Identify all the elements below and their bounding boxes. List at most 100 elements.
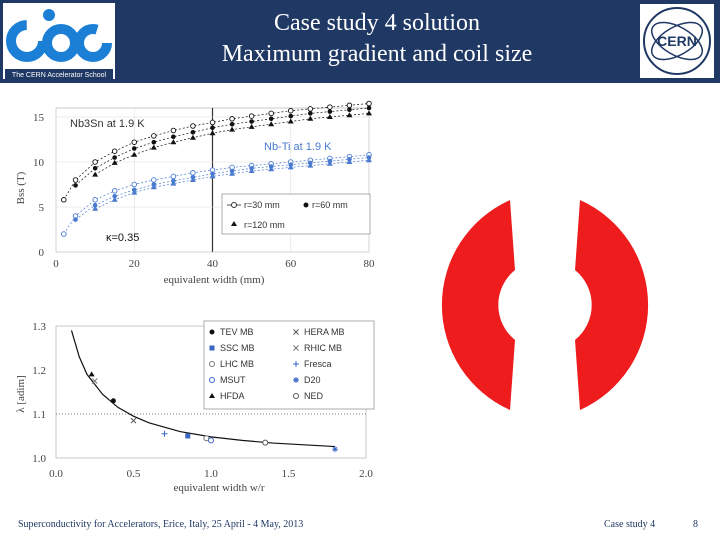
- chart2-legend-label: MSUT: [220, 375, 246, 385]
- chart2-legend-label: LHC MB: [220, 359, 254, 369]
- chart2-ytick-label: 1.0: [32, 453, 46, 465]
- chart2-point: [161, 430, 168, 437]
- footer-case-study: Case study 4: [604, 519, 656, 530]
- chart1-point: [151, 177, 157, 183]
- chart2-point: [130, 417, 137, 424]
- chart1-point: [268, 121, 275, 127]
- chart1-point: [150, 184, 157, 190]
- chart1-point: [92, 171, 99, 177]
- cern-logo: CERN: [640, 4, 714, 78]
- chart1-point: [326, 114, 333, 119]
- chart1-point: [209, 173, 216, 179]
- chart1-point: [308, 111, 313, 116]
- chart1-point: [111, 196, 118, 202]
- chart1-point: [307, 115, 314, 121]
- chart1-ytick-label: 15: [33, 112, 45, 124]
- chart1-point: [170, 139, 177, 145]
- cas-logo-mark: [6, 9, 112, 62]
- chart2-ytick-label: 1.1: [32, 409, 46, 421]
- chart2-legend-marker: [209, 377, 215, 383]
- chart1-point: [73, 217, 78, 222]
- chart2-xlabel: equivalent width w/r: [173, 482, 264, 494]
- chart2-legend-marker: [293, 377, 299, 383]
- chart1-xtick-label: 20: [129, 258, 141, 270]
- chart1-legend-r60: r=60 mm: [312, 200, 348, 210]
- chart1-xtick-label: 0: [53, 258, 59, 270]
- chart1-point: [366, 157, 372, 163]
- chart2-fit-curve: [70, 330, 336, 448]
- chart1-point: [92, 159, 98, 165]
- chart1-point: [151, 139, 157, 145]
- chart1-point: [248, 123, 255, 129]
- chart2-legend-marker: [209, 329, 215, 335]
- coil-right-shell: [575, 200, 649, 410]
- chart2-legend-marker: [293, 345, 299, 351]
- chart1-point: [92, 205, 99, 211]
- chart1-point: [190, 130, 196, 135]
- chart1-point: [111, 188, 118, 194]
- chart1-point: [229, 126, 236, 132]
- chart2-xtick-label: 0.0: [49, 468, 63, 480]
- cas-logo: cas The CERN Accelerator School: [3, 3, 115, 79]
- chart2-point: [332, 446, 338, 453]
- chart1-series-line: [75, 107, 370, 186]
- chart1-point: [189, 177, 196, 182]
- chart2-xtick-label: 1.5: [282, 468, 296, 480]
- chart2-legend: TEV MB HERA MB SSC MB RHIC MB LHC MB Fresca MS…: [203, 320, 375, 410]
- footer-conference: Superconductivity for Accelerators, Eric…: [18, 519, 304, 530]
- lambda-chart: 0.0 0.5 1.0 1.5 2.0 1.0 1.1 1.2 1.3 TEV MB HERA M…: [15, 320, 375, 494]
- chart1-point: [170, 180, 177, 186]
- chart1-series-line: [94, 159, 370, 210]
- chart1-point: [288, 113, 294, 119]
- chart1-point: [346, 102, 353, 109]
- cern-logo-text: CERN: [657, 33, 697, 49]
- footer-page-number: 8: [693, 519, 698, 530]
- chart1-point: [327, 109, 333, 114]
- chart1-point: [92, 202, 98, 208]
- chart1-point: [229, 116, 235, 122]
- chart1-point: [209, 119, 216, 126]
- chart1-point: [190, 170, 196, 176]
- chart1-point: [131, 139, 137, 145]
- chart1-point: [366, 100, 372, 107]
- coil-cross-section: [441, 200, 649, 410]
- chart1-point: [131, 151, 138, 157]
- chart1-series-line: [75, 157, 370, 220]
- chart1-point: [73, 183, 78, 188]
- coil-left-shell: [441, 200, 515, 410]
- chart2-xtick-label: 1.0: [204, 468, 218, 480]
- chart2-legend-label: HFDA: [220, 391, 245, 401]
- chart1-point: [171, 134, 176, 140]
- chart2-ytick-label: 1.2: [32, 365, 46, 377]
- chart1-series-line: [63, 103, 370, 200]
- chart2-xtick-label: 2.0: [359, 468, 373, 480]
- chart1-point: [366, 105, 372, 111]
- chart1-annotation-nbti: Nb-Ti at 1.9 K: [264, 141, 332, 153]
- title-line-2: Maximum gradient and coil size: [221, 41, 533, 67]
- chart1-point: [111, 159, 118, 165]
- chart2-legend-label: NED: [304, 391, 324, 401]
- chart1-point: [111, 148, 118, 154]
- chart1-point: [72, 177, 79, 183]
- chart1-point: [210, 125, 215, 131]
- chart2-xtick-label: 0.5: [127, 468, 141, 480]
- max-field-chart: 0 20 40 60 80 0 5 10 15 Nb3Sn at 1.9 K Nb-Ti at …: [15, 100, 376, 286]
- chart1-point: [307, 106, 314, 112]
- chart2-legend-marker: [209, 345, 215, 351]
- chart1-ytick-label: 0: [39, 247, 45, 259]
- chart1-point: [61, 197, 67, 203]
- chart1-point: [248, 168, 255, 173]
- chart1-point: [307, 162, 314, 168]
- chart2-legend-label: D20: [304, 375, 321, 385]
- chart2-legend-marker: [209, 361, 215, 367]
- chart1-point: [92, 166, 98, 171]
- chart1-point: [346, 112, 353, 118]
- chart2-legend-label: Fresca: [304, 359, 332, 369]
- chart1-annotation-nb3sn: Nb3Sn at 1.9 K: [70, 118, 145, 130]
- chart1-point: [209, 130, 216, 136]
- chart2-point: [203, 435, 210, 442]
- chart1-point: [151, 133, 157, 139]
- chart1-xtick-label: 80: [364, 258, 376, 270]
- chart1-point: [112, 155, 117, 160]
- chart2-ylabel: λ [adim]: [15, 375, 27, 412]
